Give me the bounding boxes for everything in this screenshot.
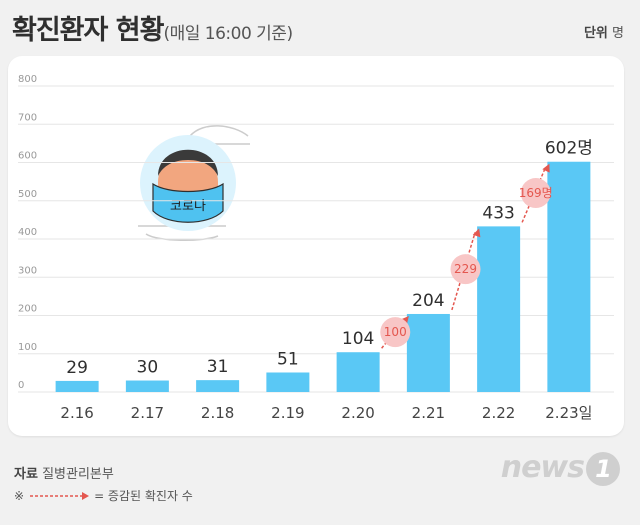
x-tick-label: 2.22 xyxy=(482,404,515,422)
hair-icon xyxy=(158,149,218,176)
legend-note: ※ = 증감된 확진자 수 xyxy=(14,487,193,504)
page-title: 확진환자 현황 xyxy=(12,15,164,46)
source-label: 자료 xyxy=(14,467,38,482)
bar-value-label: 433 xyxy=(482,203,514,223)
chart-panel: 코로나 0 100 200 300 400 500 600 700 800 29 2.16 30 2.… xyxy=(8,56,624,436)
corona-mask-illustration: 코로나 xyxy=(138,125,250,242)
increase-label: 100 xyxy=(384,325,407,339)
note-text: = 증감된 확진자 수 xyxy=(94,489,193,503)
bar xyxy=(406,313,450,392)
dashed-arrow-icon xyxy=(30,491,90,500)
note-symbol: ※ xyxy=(14,488,25,503)
bar-layer: 29 2.16 30 2.17 31 2.18 51 2.19 104 2.20 204 2.21 43… xyxy=(55,139,593,422)
increase-layer: 100 229 169명 xyxy=(380,163,553,349)
bar xyxy=(266,372,310,392)
x-tick-label: 2.21 xyxy=(412,404,445,422)
bar-value-label: 204 xyxy=(412,291,444,311)
bar-value-label: 30 xyxy=(137,358,159,378)
y-tick-label: 0 xyxy=(18,380,24,391)
bar xyxy=(125,380,169,392)
mask-text: 코로나 xyxy=(170,199,206,214)
bar xyxy=(477,226,521,392)
cold-wind-icon xyxy=(145,233,219,242)
y-tick-label: 500 xyxy=(18,189,37,200)
y-tick-label: 400 xyxy=(18,227,37,238)
bar-value-label: 104 xyxy=(342,329,374,349)
x-tick-label: 2.18 xyxy=(201,404,234,422)
bar xyxy=(336,352,380,392)
x-tick-label: 2.16 xyxy=(60,404,93,422)
increase-label: 169명 xyxy=(519,186,553,200)
bar xyxy=(196,380,240,392)
cold-wind-icon xyxy=(189,125,249,137)
y-tick-label: 600 xyxy=(18,151,37,162)
x-tick-label: 2.17 xyxy=(131,404,164,422)
increase-bubble xyxy=(450,254,481,285)
page-subtitle: (매일 16:00 기준) xyxy=(163,24,293,44)
y-tick-label: 800 xyxy=(18,74,37,85)
bar-value-label: 602명 xyxy=(545,139,593,159)
y-tick-label: 300 xyxy=(18,265,37,276)
chart-header: 확진환자 현황(매일 16:00 기준) xyxy=(12,8,293,46)
y-tick-label: 200 xyxy=(18,304,37,315)
source-line: 자료 질병관리본부 xyxy=(14,463,114,482)
y-tick-label: 700 xyxy=(18,112,37,123)
y-tick-label: 100 xyxy=(18,342,37,353)
increase-label: 229 xyxy=(454,262,477,276)
increase-arrowhead xyxy=(472,228,481,238)
bar xyxy=(547,161,591,392)
bar-chart: 코로나 0 100 200 300 400 500 600 700 800 29 2.16 30 2.… xyxy=(18,74,614,422)
increase-bubble xyxy=(520,178,551,209)
logo-text: news xyxy=(500,450,585,485)
bar-value-label: 51 xyxy=(277,349,299,369)
grid-layer: 0 100 200 300 400 500 600 700 800 xyxy=(18,74,614,393)
increase-bubble xyxy=(380,317,411,348)
mask-icon xyxy=(152,182,224,223)
bar-value-label: 29 xyxy=(66,358,88,378)
news1-logo: news 1 xyxy=(501,450,620,486)
unit-label: 단위 xyxy=(583,26,608,41)
source-value: 질병관리본부 xyxy=(42,467,114,482)
x-tick-label: 2.23일 xyxy=(545,404,592,422)
increase-arrowhead xyxy=(542,163,550,173)
bar-value-label: 31 xyxy=(207,357,229,377)
logo-number: 1 xyxy=(586,451,620,486)
unit-note: 단위 명 xyxy=(584,22,624,41)
unit-value: 명 xyxy=(612,26,624,41)
increase-arrowhead xyxy=(400,315,409,325)
bar xyxy=(55,380,99,392)
x-tick-label: 2.20 xyxy=(341,404,374,422)
x-tick-label: 2.19 xyxy=(271,404,304,422)
